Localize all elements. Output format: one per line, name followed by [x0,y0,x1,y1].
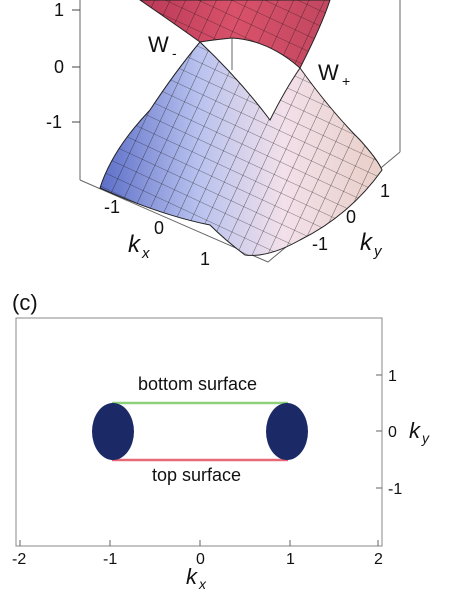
x-tick-1: 1 [286,551,295,568]
x-tick-marks [19,374,382,546]
kx-tick-0: 0 [154,218,164,238]
y-tick-minus-1: -1 [388,481,402,498]
x-axis-sub: x [198,576,207,592]
kx-axis-label: k [128,231,142,258]
z-tick-marks [72,9,80,123]
y-tick-0: 0 [388,424,397,441]
fermi-arc-panel: (c) -2 -1 0 1 2 k x 1 0 -1 k y [12,290,430,592]
y-tick-1: 1 [388,368,397,385]
weyl-point-plus-label: W [318,60,339,85]
top-surface-label: top surface [152,465,241,485]
x-axis-label: k [186,564,198,589]
ky-axis-sub: y [373,243,383,260]
upper-band-surface [139,0,331,69]
x-tick-2: 2 [374,551,383,568]
weyl-point-minus-sub: - [172,45,177,61]
y-axis-sub: y [421,430,430,446]
right-bulk-pocket [266,403,308,460]
ky-axis-label: k [360,229,374,256]
x-tick-minus-2: -2 [12,551,26,568]
weyl-point-minus-label: W [148,32,169,57]
ky-tick-minus-1: -1 [312,234,328,254]
ky-tick-0: 0 [346,207,356,227]
kx-axis-sub: x [141,245,150,262]
band-structure-3d-panel: 1 0 -1 W - W + -1 0 1 k x 1 0 -1 k y [46,0,401,269]
ky-tick-1: 1 [380,181,390,201]
kx-tick-minus-1: -1 [104,197,120,217]
panel-c-frame [15,317,383,547]
panel-c-label: (c) [12,290,38,315]
z-tick-0: 0 [54,57,64,77]
x-tick-minus-1: -1 [103,551,117,568]
kx-tick-1: 1 [200,249,210,269]
z-tick-minus-1: -1 [46,112,62,132]
left-bulk-pocket-body [92,403,134,460]
y-axis-label: k [409,418,421,443]
lower-band-surface [99,41,383,256]
x-tick-0: 0 [196,551,205,568]
z-tick-1: 1 [54,0,64,20]
bottom-surface-label: bottom surface [138,374,257,394]
weyl-point-plus-sub: + [342,73,350,89]
